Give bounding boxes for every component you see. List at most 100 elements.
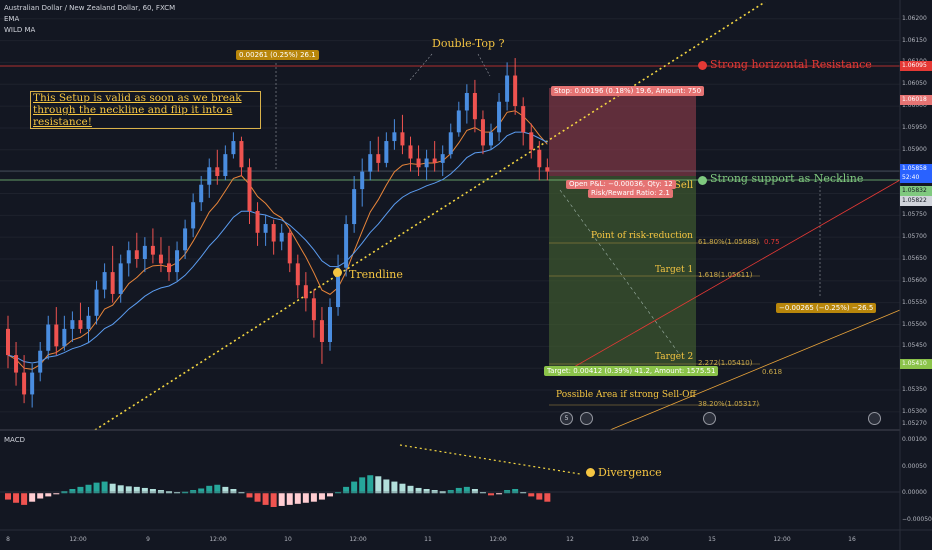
price-tick: 1.05450 (902, 342, 927, 350)
divergence-dot[interactable] (586, 468, 595, 477)
channel-red-line (559, 179, 901, 376)
macd-bar (488, 493, 494, 496)
macd-bar (69, 489, 76, 494)
ema-legend[interactable]: EMA (4, 15, 20, 23)
time-tick: 12 (566, 536, 574, 543)
measure-upper-tag: 0.00261 (0.25%) 26.1 (236, 50, 319, 60)
candle-body (207, 167, 212, 185)
candle-body (287, 232, 292, 264)
time-tick: 12:00 (349, 536, 367, 543)
macd-bar (206, 485, 213, 494)
event-icon[interactable] (703, 412, 716, 425)
sell-label: Sell (674, 180, 694, 191)
price-tick-last: 1.05270 (902, 420, 927, 427)
ema-path (7, 110, 548, 370)
time-tick: 12:00 (209, 536, 227, 543)
macd-bar (455, 487, 462, 494)
macd-bar (190, 490, 197, 494)
time-tick: 12:00 (69, 536, 87, 543)
time-tick: 11 (424, 536, 432, 543)
event-icon[interactable]: 5 (560, 412, 573, 425)
neckline-dot[interactable] (698, 176, 707, 185)
macd-bar (174, 492, 181, 494)
price-tick: 1.05750 (902, 211, 927, 219)
neck-price-marker: 1.05822 (900, 196, 932, 206)
candle-body (368, 154, 373, 172)
risk-reward-tag[interactable]: Risk/Reward Ratio: 2.1 (588, 189, 673, 198)
fib-61-label: 61.80%(1.05688) (698, 238, 760, 246)
event-icon[interactable] (868, 412, 881, 425)
fib-0618-label: 0.618 (762, 368, 783, 376)
candle-body (175, 250, 180, 273)
candle-body (424, 158, 429, 168)
divergence-line (399, 444, 581, 475)
candle-body (102, 272, 107, 290)
setup-note: This Setup is valid as soon as we break … (30, 91, 261, 129)
macd-bar (286, 493, 293, 505)
fib-61-ext-label: 0.75 (764, 238, 780, 246)
stop-tag[interactable]: Stop: 0.00196 (0.18%) 19.6, Amount: 750 (551, 86, 705, 96)
candle-body (489, 132, 493, 146)
channel-orange-line (609, 309, 901, 431)
candle-body (360, 171, 365, 190)
macd-bar (367, 475, 374, 494)
macd-bar (117, 485, 124, 494)
candle-body (215, 167, 220, 176)
macd-bar (375, 476, 382, 494)
target-tag[interactable]: Target: 0.00412 (0.39%) 41.2, Amount: 15… (544, 366, 719, 376)
candle-body (384, 141, 389, 163)
candle-body (183, 228, 188, 251)
candle-body (352, 189, 357, 225)
candle-body (295, 263, 300, 286)
open-pnl-tag[interactable]: Open P&L: −0.00036, Qty: 12 (566, 180, 676, 189)
time-tick: 15 (708, 536, 716, 543)
candle-body (158, 254, 163, 264)
time-tick: 12:00 (631, 536, 649, 543)
fib-382-label: 38.20%(1.05317) (698, 400, 760, 408)
macd-bar (109, 483, 116, 494)
target-path (559, 189, 681, 356)
macd-bar (262, 493, 269, 505)
macd-bar (343, 486, 350, 494)
symbol-title: Australian Dollar / New Zealand Dollar, … (4, 4, 176, 12)
candle-body (38, 350, 43, 373)
candle-body (263, 224, 268, 233)
macd-bar (536, 493, 543, 500)
macd-bar (479, 492, 486, 494)
target-1-label: Target 1 (655, 265, 694, 275)
candle-body (247, 167, 252, 211)
macd-legend[interactable]: MACD (4, 436, 25, 444)
macd-bar (496, 493, 503, 495)
candle-body (223, 154, 228, 176)
candle-body (440, 154, 445, 163)
macd-bar (447, 490, 454, 494)
macd-bar (351, 481, 358, 494)
candle-body (46, 324, 51, 351)
price-tick: 1.05600 (902, 276, 927, 284)
resistance-dot[interactable] (698, 61, 707, 70)
candle-body (231, 141, 236, 155)
candle-body (472, 93, 477, 120)
macd-bar (29, 493, 36, 502)
event-icon[interactable] (580, 412, 593, 425)
candle-body (94, 289, 99, 316)
time-tick: 8 (6, 536, 10, 543)
macd-bar (399, 483, 406, 494)
candle-body (86, 315, 91, 329)
macd-bar (415, 487, 422, 494)
trendline-dot[interactable] (333, 268, 342, 277)
countdown-marker: 52:40 (900, 173, 932, 183)
divergence-label: Divergence (598, 466, 662, 479)
candle-body (30, 372, 35, 395)
candle-body (408, 145, 413, 159)
macd-tick: 0.00000 (902, 489, 927, 497)
wild-ma-legend[interactable]: WILD MA (4, 26, 36, 34)
macd-bar (528, 493, 535, 497)
double-top-arrow-1 (409, 53, 433, 81)
macd-bar (133, 486, 140, 494)
macd-bar (37, 493, 44, 499)
candle-body (126, 250, 131, 264)
price-tick: 1.05500 (902, 320, 927, 328)
candle-body (14, 355, 19, 373)
